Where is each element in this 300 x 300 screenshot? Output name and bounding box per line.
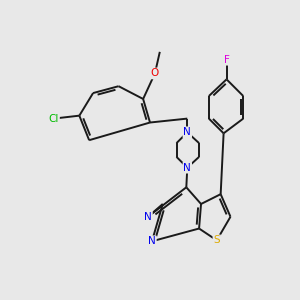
Text: Cl: Cl (49, 114, 59, 124)
Text: F: F (224, 55, 230, 65)
Text: N: N (148, 236, 156, 246)
Text: N: N (144, 212, 152, 222)
Text: N: N (183, 163, 191, 173)
Text: N: N (183, 127, 191, 137)
Text: S: S (213, 235, 220, 245)
Text: O: O (151, 68, 159, 78)
